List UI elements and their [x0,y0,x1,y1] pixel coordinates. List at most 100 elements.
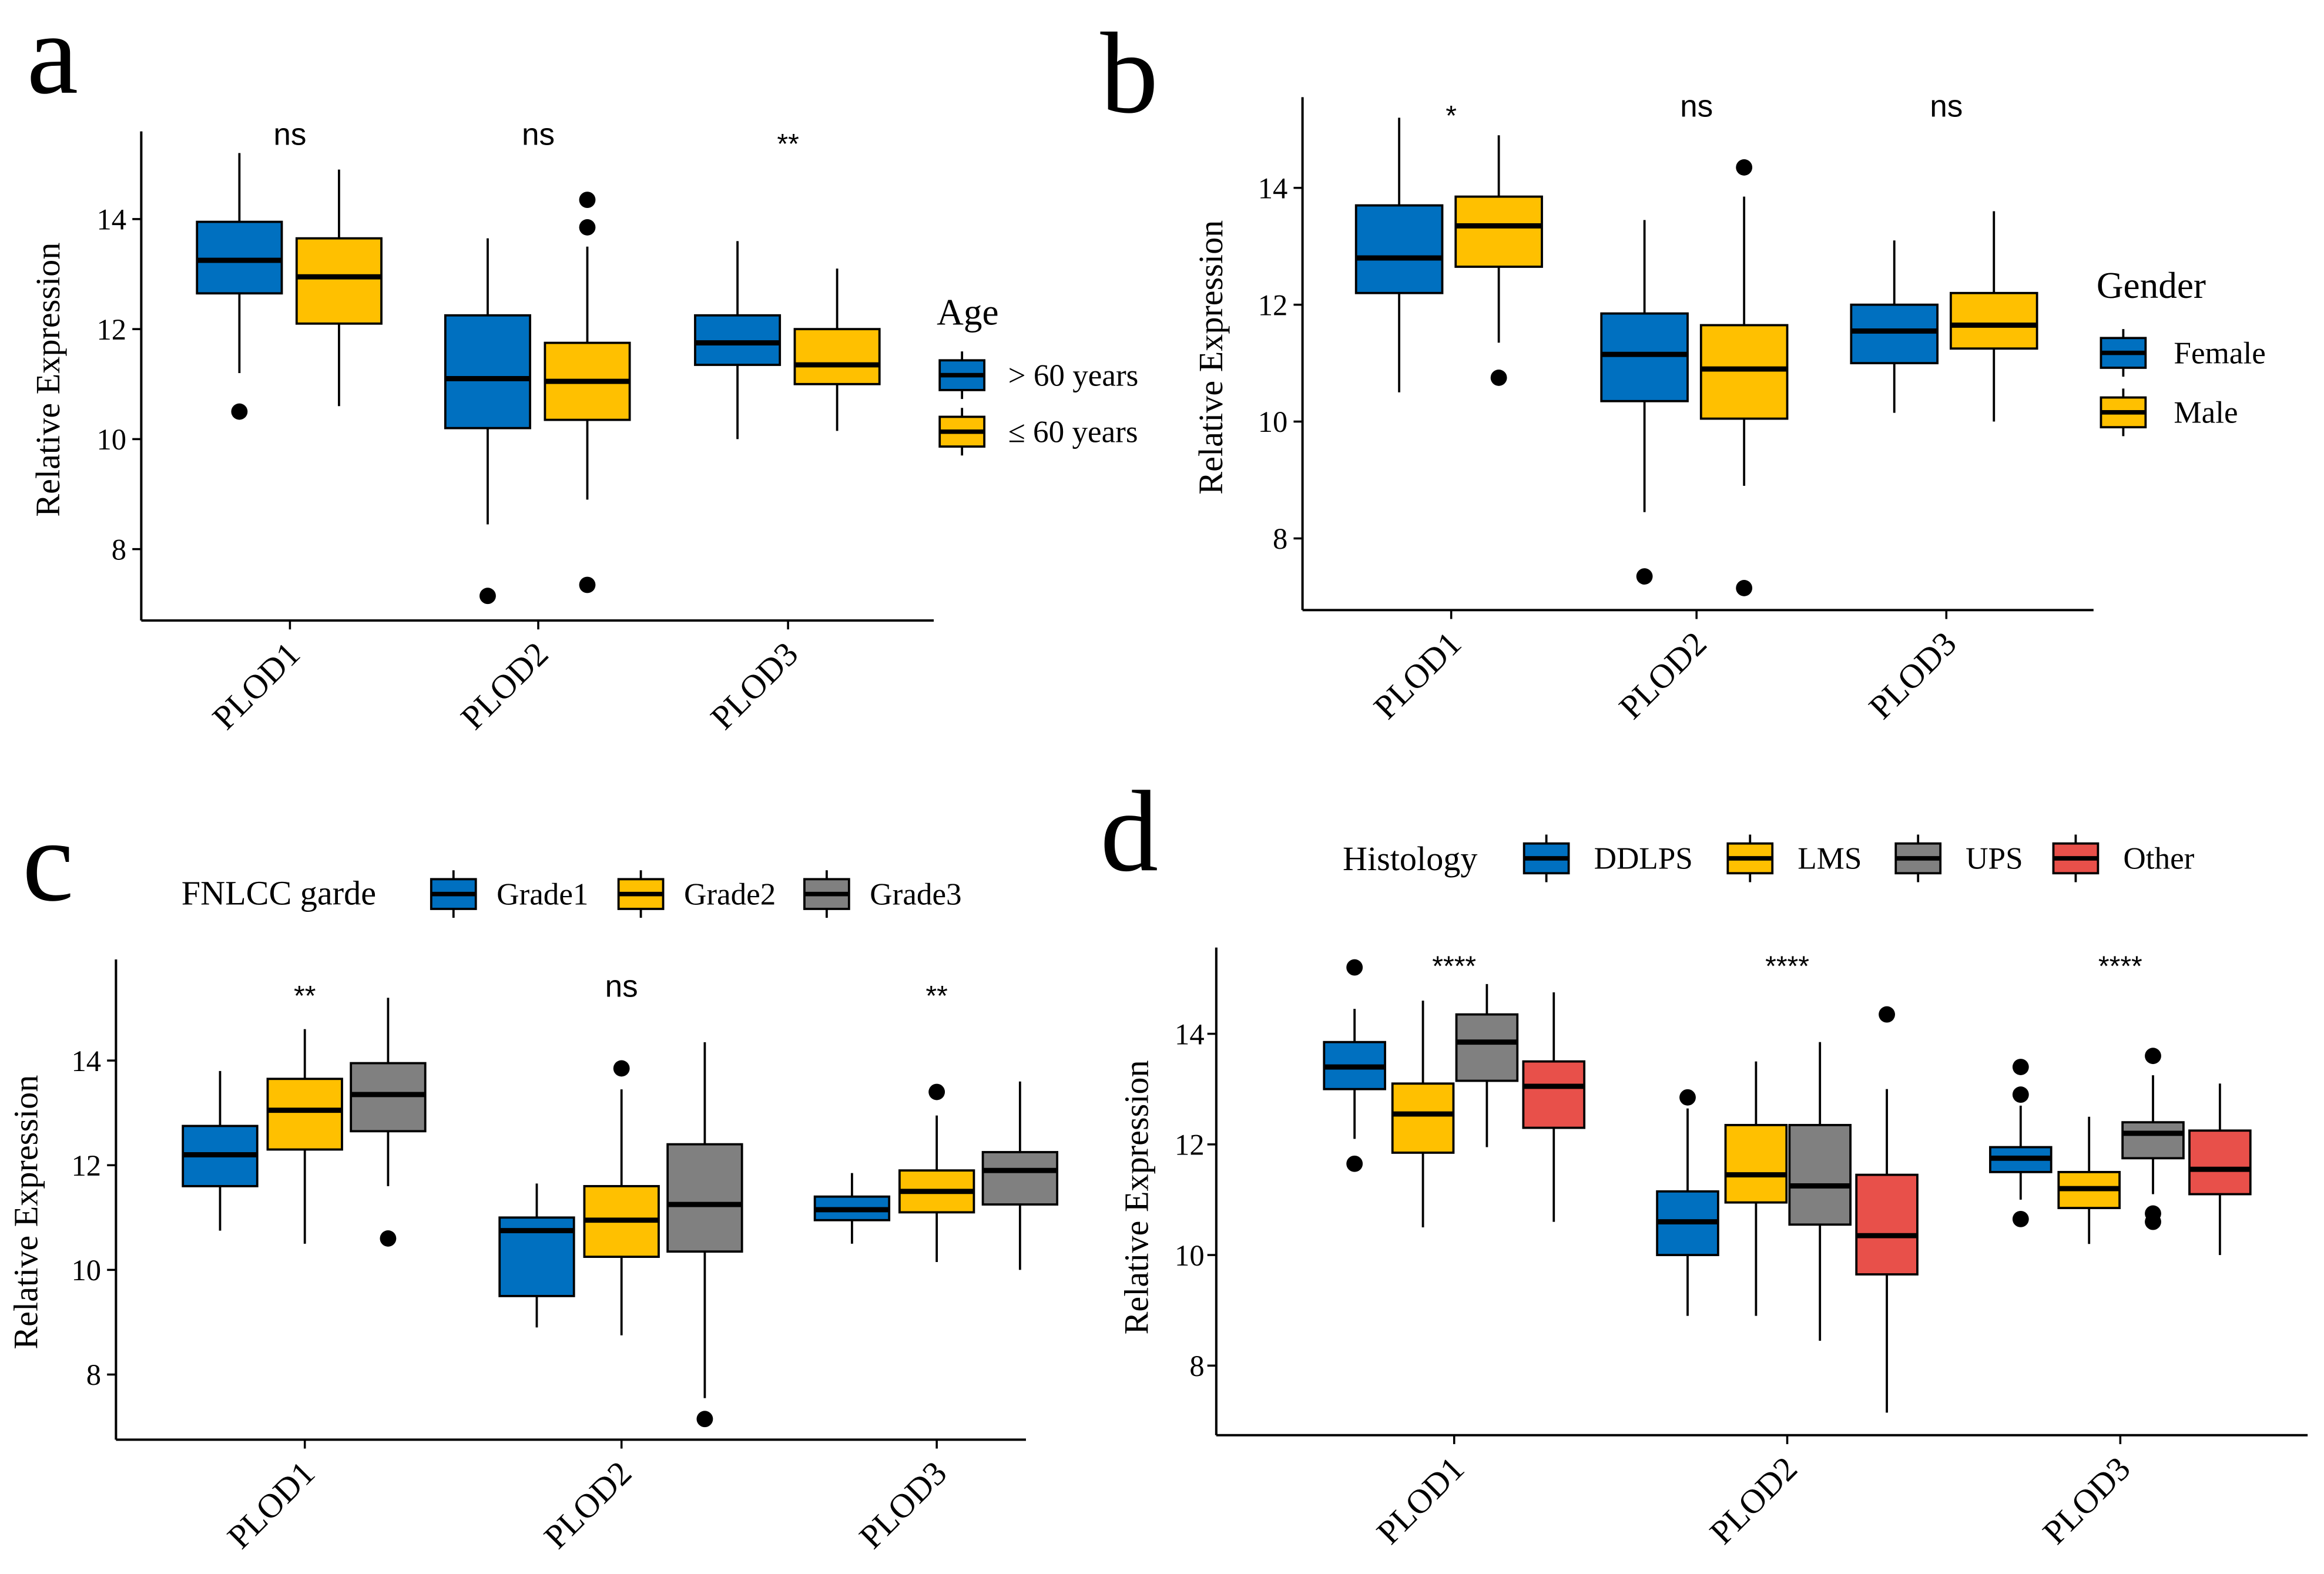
y-tick-label: 12 [1258,288,1288,321]
x-tick-label: PLOD2 [453,635,555,737]
x-tick-label: PLOD2 [1612,624,1714,726]
box-Other-PLOD1 [1522,992,1586,1222]
box-Grade2-PLOD2 [583,1060,660,1335]
box-Grade3-PLOD2 [666,1042,743,1428]
box-iqr [1788,1123,1852,1226]
legend-title: Gender [2097,265,2206,306]
legend-key [938,408,986,456]
outlier-point [380,1230,397,1247]
box--60-years-PLOD1 [196,153,283,420]
box-Other-PLOD2 [1855,1006,1919,1413]
y-tick-label: 10 [1258,405,1288,438]
box-Female-PLOD2 [1600,220,1689,585]
outlier-point [1490,370,1507,386]
legend: Gender Female Male [2097,265,2266,437]
y-axis-label: Relative Expression [29,243,67,517]
box-iqr [196,220,283,295]
box-iqr [266,1078,343,1151]
y-tick-label: 12 [1175,1129,1205,1162]
box-iqr [1699,324,1789,420]
outlier-point [2012,1210,2029,1227]
significance-label: **** [1432,951,1476,982]
box-iqr [1850,303,1939,364]
box-UPS-PLOD1 [1455,984,1519,1147]
box-Female-PLOD1 [1354,118,1444,392]
panel-letter: b [1100,9,1158,137]
legend-key [2100,388,2147,437]
box-Grade3-PLOD3 [981,1081,1059,1270]
x-tick-label: PLOD1 [220,1454,322,1556]
y-tick-label: 8 [1273,522,1287,555]
legend-key [430,870,477,918]
box-iqr [1354,204,1444,294]
legend-key [2052,834,2100,882]
legend-key [938,351,986,400]
box-Grade1-PLOD1 [182,1070,259,1231]
y-tick-label: 10 [1175,1239,1205,1272]
box-iqr [2121,1121,2185,1160]
outlier-point [1346,959,1363,976]
outlier-point [1346,1155,1363,1172]
outlier-point [1636,568,1653,585]
box-iqr [981,1151,1059,1206]
legend: Histology DDLPS LMS UPS Other [1343,834,2195,882]
y-tick-label: 12 [71,1149,101,1182]
box-iqr [1391,1082,1455,1154]
y-tick-label: 14 [1175,1018,1205,1051]
x-tick-label: PLOD1 [1369,1449,1471,1552]
y-tick-label: 10 [96,423,126,456]
box--60-years-PLOD1 [295,169,383,407]
box-iqr [1454,195,1543,268]
significance-label: ** [925,980,947,1012]
y-tick-label: 14 [96,203,126,236]
box-iqr [1949,291,2038,350]
outlier-point [2012,1086,2029,1103]
box-Other-PLOD3 [2188,1083,2252,1256]
significance-label: ns [522,117,555,152]
legend-key [2100,329,2147,377]
box--60-years-PLOD3 [793,269,881,431]
box-iqr [295,237,383,325]
y-axis-label: Relative Expression [1117,1060,1155,1334]
box--60-years-PLOD2 [444,238,531,605]
significance-label: ** [294,980,316,1012]
box-Grade1-PLOD2 [498,1183,575,1328]
legend-key [617,870,665,918]
significance-label: ns [1680,89,1713,123]
panel-d: d 8 10 12 14 Relative Expression PLOD1 **** PLOD… [1100,767,2308,1552]
outlier-point [1679,1089,1696,1106]
legend-title: FNLCC garde [182,874,376,912]
box-iqr [2188,1129,2252,1196]
panel-letter: c [22,797,74,925]
legend-label: DDLPS [1594,842,1693,876]
panel-a: a 8 10 12 14 Relative Expression PLOD1 ns PLOD2 n… [27,0,1139,737]
legend-label: ≤ 60 years [1008,415,1138,449]
box-Grade3-PLOD1 [350,998,427,1247]
panel-letter: d [1100,767,1158,895]
outlier-point [579,219,596,236]
y-tick-label: 8 [112,533,126,566]
outlier-point [579,192,596,209]
box-Female-PLOD3 [1850,240,1939,413]
outlier-point [1736,159,1753,176]
box-iqr [1455,1013,1519,1082]
box-LMS-PLOD2 [1724,1061,1788,1316]
significance-label: * [1446,100,1457,132]
legend-title: Age [937,292,998,333]
box-iqr [1724,1123,1788,1204]
outlier-point [696,1411,713,1428]
legend-label: Grade2 [684,877,776,911]
panel-c: c 8 10 12 14 Relative Expression PLOD1 ** PLOD2 n… [6,797,1059,1556]
outlier-point [2012,1059,2029,1075]
box-Male-PLOD2 [1699,159,1789,596]
significance-label: **** [2098,951,2142,982]
legend-label: > 60 years [1008,358,1139,392]
box-LMS-PLOD3 [2057,1116,2121,1244]
legend: Age > 60 years ≤ 60 years [937,292,1138,456]
legend-key [1726,834,1774,882]
significance-label: ns [605,969,638,1004]
outlier-point [928,1083,945,1100]
y-tick-label: 12 [96,313,126,346]
outlier-point [231,403,248,420]
